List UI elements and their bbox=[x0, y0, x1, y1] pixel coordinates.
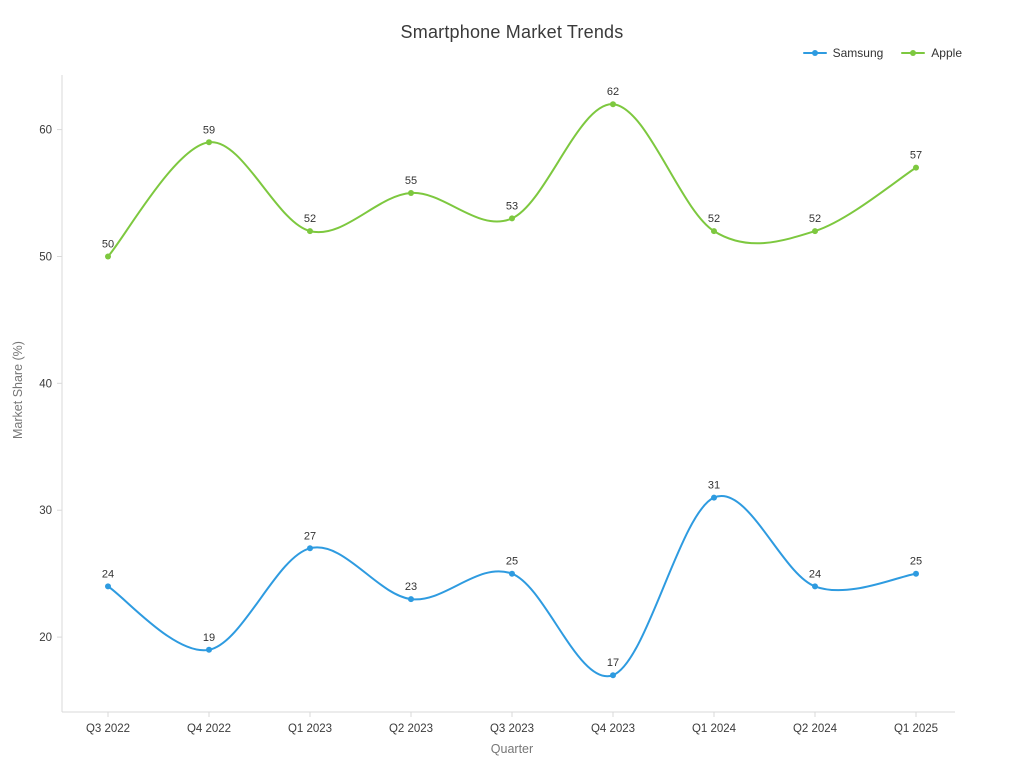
data-label: 27 bbox=[304, 530, 316, 542]
legend: Samsung Apple bbox=[802, 46, 962, 60]
x-tick-label: Q1 2025 bbox=[894, 723, 938, 735]
data-label: 57 bbox=[910, 150, 922, 162]
data-label: 25 bbox=[506, 556, 518, 568]
data-point-apple bbox=[812, 228, 818, 235]
data-point-apple bbox=[408, 190, 414, 196]
y-tick-label: 40 bbox=[39, 378, 52, 390]
x-tick-label: Q4 2023 bbox=[591, 723, 635, 735]
legend-item-samsung[interactable]: Samsung bbox=[802, 46, 884, 60]
data-point-apple bbox=[711, 228, 717, 235]
y-tick-label: 50 bbox=[39, 252, 52, 264]
y-tick-label: 30 bbox=[39, 505, 52, 517]
legend-item-apple[interactable]: Apple bbox=[901, 46, 962, 60]
legend-label-samsung: Samsung bbox=[832, 46, 884, 60]
series-line-samsung bbox=[107, 494, 917, 678]
data-point-samsung bbox=[307, 545, 313, 552]
data-point-apple bbox=[206, 139, 212, 146]
data-label: 25 bbox=[910, 556, 922, 568]
x-tick-label: Q2 2024 bbox=[793, 723, 838, 735]
chart-title: Smartphone Market Trends bbox=[400, 22, 624, 42]
data-label: 24 bbox=[102, 568, 114, 580]
data-point-apple bbox=[610, 101, 616, 108]
samsung-line-swatch-icon bbox=[802, 48, 827, 58]
y-axis-title: Market Share (%) bbox=[11, 341, 25, 439]
data-label: 52 bbox=[304, 213, 316, 225]
data-point-samsung bbox=[408, 596, 414, 603]
data-point-apple bbox=[307, 228, 313, 235]
x-tick-label: Q4 2022 bbox=[187, 723, 231, 735]
data-label: 53 bbox=[506, 200, 518, 212]
data-label: 59 bbox=[203, 124, 215, 136]
data-label: 23 bbox=[405, 581, 417, 593]
data-point-samsung bbox=[610, 672, 616, 679]
data-point-samsung bbox=[711, 494, 717, 501]
x-tick-label: Q2 2023 bbox=[389, 723, 433, 735]
series-line-apple bbox=[107, 103, 917, 258]
data-point-apple bbox=[913, 164, 919, 171]
data-point-samsung bbox=[105, 583, 111, 590]
legend-label-apple: Apple bbox=[931, 46, 962, 60]
x-tick-label: Q3 2022 bbox=[86, 723, 130, 735]
data-label: 24 bbox=[809, 568, 821, 580]
y-tick-label: 20 bbox=[39, 632, 52, 644]
data-label: 55 bbox=[405, 175, 417, 187]
data-point-apple bbox=[509, 215, 515, 222]
data-point-samsung bbox=[206, 646, 212, 653]
data-label: 19 bbox=[203, 632, 215, 644]
data-point-samsung bbox=[913, 570, 919, 577]
apple-line-swatch-icon bbox=[901, 48, 926, 58]
data-label: 52 bbox=[809, 213, 821, 225]
data-point-samsung bbox=[509, 570, 515, 577]
data-label: 50 bbox=[102, 239, 114, 251]
data-label: 31 bbox=[708, 480, 720, 492]
x-tick-label: Q1 2023 bbox=[288, 723, 332, 735]
data-label: 62 bbox=[607, 86, 619, 98]
x-tick-label: Q1 2024 bbox=[692, 723, 737, 735]
y-tick-label: 60 bbox=[39, 125, 52, 137]
data-point-apple bbox=[105, 253, 111, 260]
data-point-samsung bbox=[812, 583, 818, 590]
x-tick-label: Q3 2023 bbox=[490, 723, 534, 735]
x-axis-title: Quarter bbox=[490, 742, 534, 756]
data-label: 52 bbox=[708, 213, 720, 225]
data-label: 17 bbox=[607, 657, 619, 669]
